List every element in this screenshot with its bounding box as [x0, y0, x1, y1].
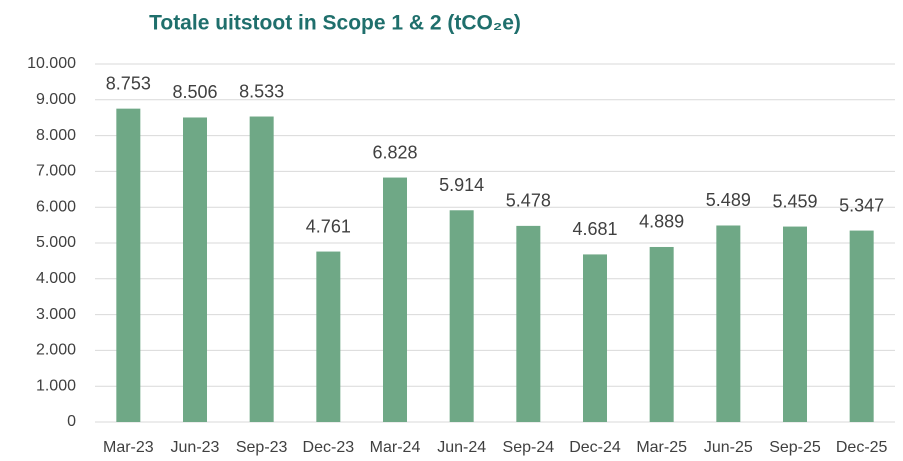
bar [383, 177, 407, 422]
value-label: 8.753 [106, 73, 151, 93]
bar [783, 226, 807, 422]
value-label: 8.533 [239, 81, 284, 101]
bar [649, 246, 674, 422]
y-tick-label: 8.000 [36, 127, 76, 144]
bar [116, 108, 141, 422]
y-tick-label: 9.000 [36, 91, 76, 108]
bar [716, 225, 741, 422]
value-label: 5.914 [439, 175, 484, 195]
y-tick-label: 0 [67, 413, 76, 430]
value-label: 4.681 [572, 219, 617, 239]
y-tick-label: 1.000 [36, 377, 76, 394]
value-label: 5.347 [839, 195, 884, 215]
x-tick-label: Dec-24 [569, 439, 621, 456]
bar [849, 230, 874, 422]
value-label: 4.761 [306, 216, 351, 236]
x-tick-label: Jun-23 [171, 439, 220, 456]
y-tick-label: 7.000 [36, 163, 76, 180]
y-tick-label: 4.000 [36, 270, 76, 287]
value-label: 5.459 [772, 191, 817, 211]
value-label: 8.506 [172, 82, 217, 102]
x-tick-label: Mar-23 [103, 439, 154, 456]
y-tick-label: 10.000 [27, 55, 76, 72]
value-label: 5.478 [506, 191, 551, 211]
bar [316, 251, 341, 422]
y-tick-label: 3.000 [36, 306, 76, 323]
chart-title: Totale uitstoot in Scope 1 & 2 (tCO₂e) [149, 12, 521, 35]
x-tick-label: Jun-24 [437, 439, 486, 456]
bar [183, 117, 207, 422]
value-label: 6.828 [372, 142, 417, 162]
value-label: 4.889 [639, 212, 684, 232]
x-tick-label: Mar-24 [370, 439, 421, 456]
y-tick-label: 6.000 [36, 198, 76, 215]
x-tick-label: Dec-23 [303, 439, 355, 456]
x-tick-label: Mar-25 [636, 439, 687, 456]
bar [249, 116, 274, 422]
bar [583, 254, 607, 422]
x-tick-label: Jun-25 [704, 439, 753, 456]
bar [516, 225, 541, 422]
x-tick-label: Sep-24 [503, 439, 555, 456]
value-label: 5.489 [706, 190, 751, 210]
y-tick-label: 2.000 [36, 342, 76, 359]
x-tick-label: Dec-25 [836, 439, 888, 456]
bar [449, 210, 474, 422]
x-tick-label: Sep-23 [236, 439, 288, 456]
x-tick-label: Sep-25 [769, 439, 821, 456]
y-tick-label: 5.000 [36, 234, 76, 251]
